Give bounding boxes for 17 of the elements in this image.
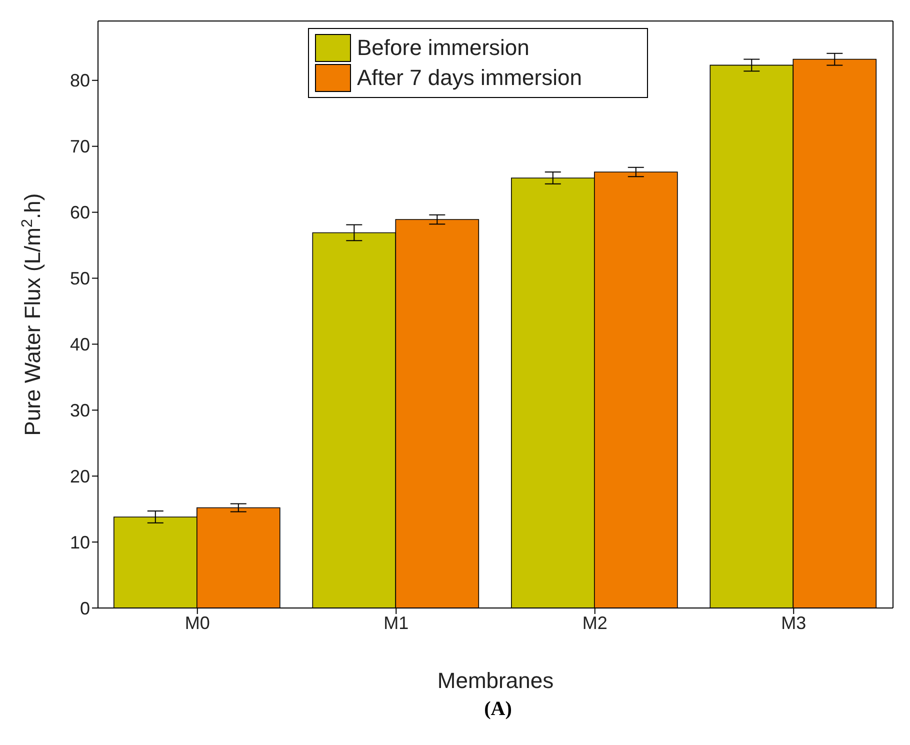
y-tick-label: 70 xyxy=(70,136,90,157)
x-tick-label: M2 xyxy=(582,612,608,633)
x-axis-title: Membranes xyxy=(437,668,554,693)
y-tick-label: 30 xyxy=(70,400,90,421)
x-tick-label: M1 xyxy=(384,612,409,633)
x-tick-label: M0 xyxy=(184,612,210,633)
legend-label: Before immersion xyxy=(357,35,530,61)
y-tick-label: 0 xyxy=(80,598,90,618)
legend-label: After 7 days immersion xyxy=(357,65,582,91)
text: (A) xyxy=(483,698,513,721)
y-tick-label: 10 xyxy=(70,532,90,552)
y-tick-label: 50 xyxy=(70,268,90,289)
x-tick-label: M3 xyxy=(781,612,806,633)
y-tick-label: 80 xyxy=(70,70,90,91)
y-tick-label: 40 xyxy=(70,334,90,355)
y-tick-label: 20 xyxy=(70,466,90,486)
y-tick-label: 60 xyxy=(70,202,90,223)
